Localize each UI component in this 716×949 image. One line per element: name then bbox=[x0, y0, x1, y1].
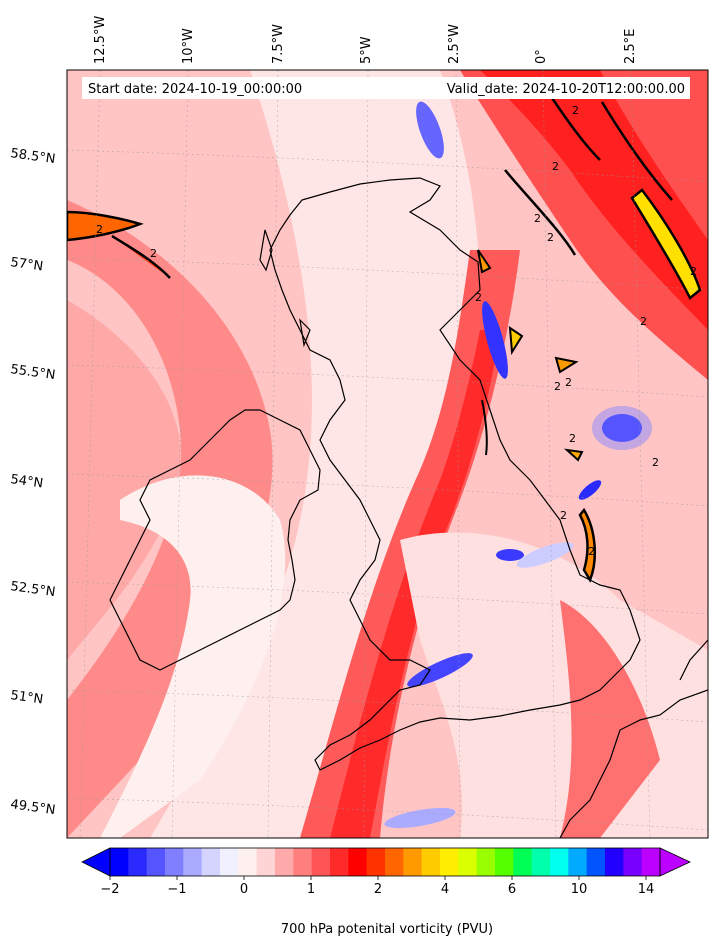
contour-label: 2 bbox=[569, 432, 576, 445]
colorbar-segment bbox=[641, 848, 661, 876]
colorbar-segment bbox=[128, 848, 148, 876]
colorbar-segment bbox=[348, 848, 368, 876]
colorbar-segment bbox=[513, 848, 533, 876]
longitude-label: 10°W bbox=[181, 28, 196, 64]
colorbar: −2 −1 0 1 2 4 6 10 14 bbox=[81, 847, 691, 897]
contour-label: 2 bbox=[588, 545, 595, 558]
contour-label: 2 bbox=[475, 291, 482, 304]
colorbar-tick-label: 0 bbox=[240, 882, 248, 897]
colorbar-extend-min bbox=[81, 847, 111, 877]
contour-label: 2 bbox=[690, 265, 697, 278]
colorbar-tick-label: 10 bbox=[571, 882, 588, 897]
colorbar-segment bbox=[568, 848, 588, 876]
colorbar-tick-label: −1 bbox=[167, 882, 186, 897]
valid-date-label: Valid_date: 2024-10-20T12:00:00.00 bbox=[447, 82, 685, 97]
colorbar-tick-label: 6 bbox=[508, 882, 516, 897]
header-box bbox=[82, 77, 690, 99]
colorbar-tick-label: 4 bbox=[441, 882, 449, 897]
colorbar-segment bbox=[623, 848, 643, 876]
colorbar-segment bbox=[605, 848, 624, 876]
colorbar-extend-max bbox=[659, 847, 691, 877]
contour-label: 2 bbox=[554, 380, 561, 393]
longitude-label: 7.5°W bbox=[271, 24, 286, 64]
colorbar-segment bbox=[110, 848, 129, 876]
longitude-labels: 12.5°W 10°W 7.5°W 5°W 2.5°W 0° 2.5°E bbox=[93, 16, 638, 64]
colorbar-segment bbox=[495, 848, 514, 876]
latitude-label: 55.5°N bbox=[9, 362, 56, 383]
colorbar-tick-label: −2 bbox=[100, 882, 119, 897]
latitude-label: 54°N bbox=[9, 472, 44, 491]
colorbar-segment bbox=[256, 848, 276, 876]
contour-label: 2 bbox=[552, 160, 559, 173]
start-date-label: Start date: 2024-10-19_00:00:00 bbox=[88, 82, 302, 97]
latitude-label: 57°N bbox=[9, 255, 44, 274]
contour-label: 2 bbox=[96, 223, 103, 236]
latitude-label: 52.5°N bbox=[9, 579, 56, 600]
contour-label: 2 bbox=[652, 456, 659, 469]
colorbar-segment bbox=[421, 848, 441, 876]
colorbar-segment bbox=[476, 848, 496, 876]
colorbar-segment bbox=[440, 848, 459, 876]
colorbar-segment bbox=[586, 848, 606, 876]
colorbar-tick-label: 14 bbox=[638, 882, 655, 897]
contour-label: 2 bbox=[640, 315, 647, 328]
colorbar-label: 700 hPa potenital vorticity (PVU) bbox=[281, 922, 493, 937]
latitude-labels: 58.5°N 57°N 55.5°N 54°N 52.5°N 51°N 49.5°N bbox=[9, 146, 56, 818]
latitude-label: 49.5°N bbox=[9, 797, 56, 818]
contour-label: 2 bbox=[565, 376, 572, 389]
contour-label: 2 bbox=[560, 509, 567, 522]
colorbar-segment bbox=[366, 848, 386, 876]
longitude-label: 0° bbox=[534, 49, 549, 64]
coastlines bbox=[109, 177, 708, 838]
colorbar-segment bbox=[311, 848, 331, 876]
latitude-label: 51°N bbox=[9, 688, 44, 707]
colorbar-segment bbox=[165, 848, 184, 876]
colorbar-segment bbox=[293, 848, 313, 876]
pv-field bbox=[67, 70, 708, 838]
longitude-label: 2.5°W bbox=[447, 24, 462, 64]
contour-label: 2 bbox=[572, 104, 579, 117]
colorbar-segment bbox=[458, 848, 478, 876]
colorbar-segment bbox=[146, 848, 166, 876]
contour-label: 2 bbox=[150, 247, 157, 260]
contour-label: 2 bbox=[547, 231, 554, 244]
colorbar-segment bbox=[201, 848, 221, 876]
longitude-label: 5°W bbox=[359, 36, 374, 64]
colorbar-segment bbox=[220, 848, 239, 876]
colorbar-segment bbox=[183, 848, 203, 876]
colorbar-tick-label: 2 bbox=[374, 882, 382, 897]
contour-label: 2 bbox=[534, 212, 541, 225]
colorbar-segment bbox=[550, 848, 569, 876]
colorbar-segment bbox=[531, 848, 551, 876]
colorbar-segment bbox=[275, 848, 294, 876]
colorbar-segment bbox=[330, 848, 349, 876]
colorbar-segment bbox=[403, 848, 423, 876]
longitude-label: 12.5°W bbox=[93, 16, 108, 64]
colorbar-segment bbox=[385, 848, 404, 876]
longitude-label: 2.5°E bbox=[623, 29, 638, 64]
colorbar-tick-label: 1 bbox=[307, 882, 315, 897]
latitude-label: 58.5°N bbox=[9, 146, 56, 167]
colorbar-segment bbox=[238, 848, 258, 876]
